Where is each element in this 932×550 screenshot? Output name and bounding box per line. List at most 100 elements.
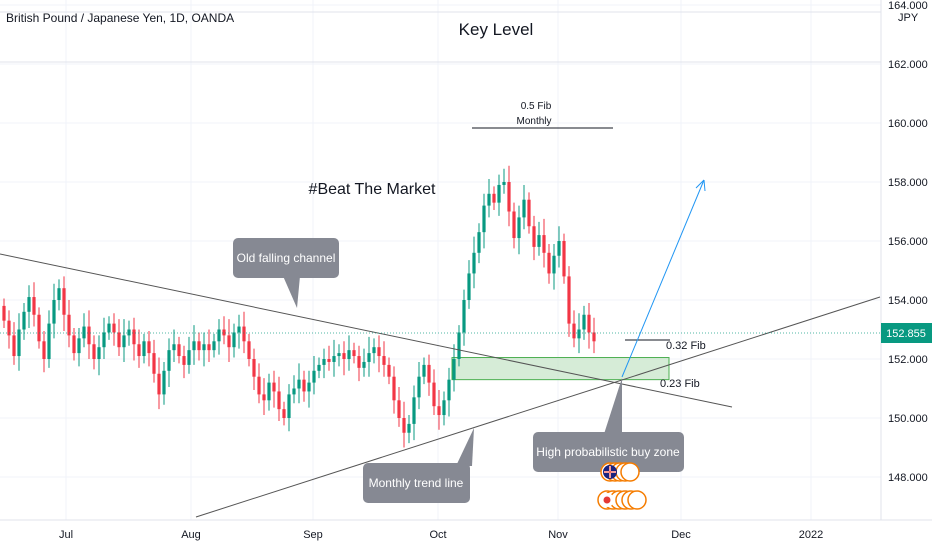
candle-body [17, 329, 21, 357]
callout-old-falling-channel[interactable]: Old falling channel [233, 238, 339, 308]
candle-body [272, 382, 276, 392]
candle-body [252, 359, 256, 377]
callout-buy-zone[interactable]: High probabilistic buy zone [533, 378, 684, 472]
candle-body [517, 217, 521, 239]
candle-body [587, 314, 591, 333]
candle-body [297, 379, 301, 389]
projection-arrow-line[interactable] [621, 179, 705, 378]
candle-body [192, 341, 196, 351]
candle-body [352, 350, 356, 357]
candle-body [562, 241, 566, 277]
candle-body [302, 379, 306, 392]
candle-body [477, 232, 481, 253]
candle-body [497, 184, 501, 203]
candle-body [557, 241, 561, 256]
last-price-badge [881, 323, 932, 343]
key-level-title: Key Level [459, 20, 534, 39]
candle-body [177, 344, 181, 357]
candle-body [287, 394, 291, 418]
beat-the-market-label: #Beat The Market [309, 181, 436, 198]
fib-032-label: 0.32 Fib [666, 340, 706, 352]
candle-body [247, 341, 251, 359]
candle-body [442, 400, 446, 416]
candle-body [482, 205, 486, 233]
candle-body [547, 252, 551, 274]
candle-body [242, 326, 246, 342]
candle-body [117, 332, 121, 348]
price-tick-label: 152.000 [888, 354, 928, 366]
fib-05-label: 0.5 Fib [521, 101, 552, 112]
candle-body [267, 382, 271, 401]
candle-body [67, 314, 71, 336]
candle-body [577, 329, 581, 339]
price-tick-label: 162.000 [888, 59, 928, 71]
candle-body [527, 199, 531, 227]
candle-body [102, 332, 106, 348]
candle-body [317, 364, 321, 371]
monthly-label: Monthly [516, 116, 551, 127]
candle-body [77, 338, 81, 354]
price-tick-label: 154.000 [888, 295, 928, 307]
candle-body [582, 314, 586, 330]
candle-body [222, 329, 226, 336]
chart-grid [0, 0, 881, 520]
uk-flag-cross-red [604, 466, 616, 478]
buy-zone-rect[interactable] [451, 357, 670, 381]
price-tick-label: 158.000 [888, 177, 928, 189]
candle-body [237, 326, 241, 333]
candle-body [52, 300, 56, 324]
time-tick-label: Jul [59, 529, 73, 541]
time-tick-label: Oct [429, 529, 446, 541]
candle-body [157, 373, 161, 395]
candle-body [462, 300, 466, 333]
time-tick-label: Aug [181, 529, 201, 541]
price-tick-label: 148.000 [888, 472, 928, 484]
callout-monthly-trend[interactable]: Monthly trend line [363, 428, 474, 503]
candle-body [417, 376, 421, 398]
candle-body [492, 193, 496, 203]
candle-body [47, 323, 51, 359]
candle-body [367, 353, 371, 362]
candle-body [167, 350, 171, 371]
candle-body [322, 359, 326, 365]
time-axis[interactable]: Jul Aug Sep Oct Nov Dec 2022 [59, 529, 823, 541]
candle-body [202, 344, 206, 351]
candle-body [457, 332, 461, 359]
candle-body [197, 341, 201, 351]
old-falling-channel-line[interactable] [0, 253, 733, 408]
projection-arrow-head [695, 179, 706, 192]
candle-body [162, 370, 166, 395]
candle-body [572, 323, 576, 339]
flag-badges [597, 462, 647, 510]
candle-body [207, 344, 211, 351]
callout-monthly-trend-text: Monthly trend line [369, 476, 464, 490]
candle-body [12, 335, 16, 357]
candle-body [447, 379, 451, 401]
candle-body [337, 353, 341, 357]
candle-body [307, 382, 311, 392]
candle-body [487, 193, 491, 206]
monthly-trend-line[interactable] [195, 296, 881, 518]
time-tick-label: 2022 [799, 529, 823, 541]
candle-body [112, 323, 116, 333]
symbol-title: British Pound / Japanese Yen, 1D, OANDA [6, 11, 234, 25]
price-tick-label: 164.000 [888, 0, 928, 12]
candle-body [62, 288, 66, 315]
price-axis[interactable]: 148.000 150.000 152.000 154.000 156.000 158.0… [888, 0, 928, 484]
callout-buy-zone-text: High probabilistic buy zone [536, 445, 680, 459]
candle-body [422, 364, 426, 377]
time-tick-label: Nov [548, 529, 568, 541]
candle-body [277, 391, 281, 410]
candle-body [312, 370, 316, 383]
candle-body [467, 273, 471, 300]
candle-body [452, 359, 456, 380]
candle-body [412, 397, 416, 424]
candle-body [327, 359, 331, 362]
candle-body [507, 182, 511, 212]
candle-body [212, 341, 216, 351]
candle-body [42, 341, 46, 359]
candle-body [27, 297, 31, 312]
candles [2, 165, 596, 448]
candle-body [232, 332, 236, 348]
